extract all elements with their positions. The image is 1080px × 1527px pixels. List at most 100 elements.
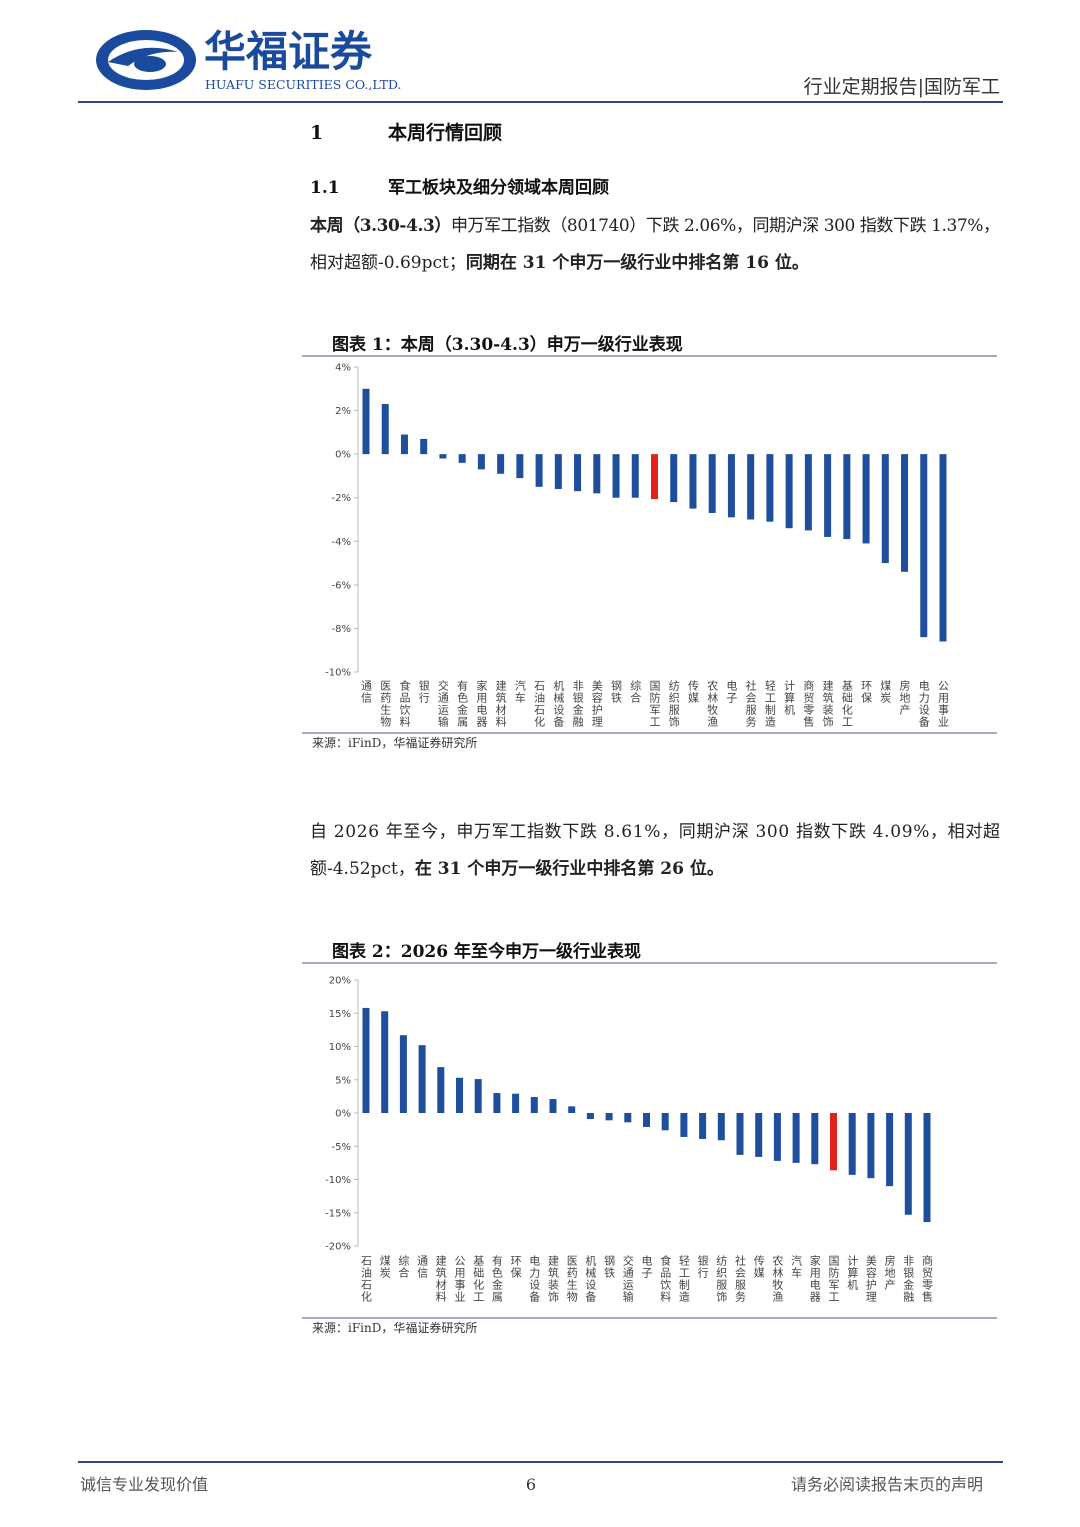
y-tick-label: -2%: [332, 493, 351, 504]
x-tick-label: 食品饮料: [659, 1254, 672, 1303]
x-tick-label: 美容护理: [590, 680, 603, 728]
x-tick-label: 房地产: [898, 680, 911, 716]
bar: [670, 454, 678, 503]
x-tick-label: 银行: [417, 679, 430, 704]
x-tick-label: 石油石化: [533, 680, 546, 728]
bar: [939, 454, 947, 642]
chart-title: 图表 1：本周（3.30-4.3）申万一级行业表现: [332, 334, 683, 355]
bar: [516, 454, 524, 479]
y-tick-label: 2%: [335, 406, 351, 417]
y-tick-label: 4%: [335, 363, 351, 374]
subsection-number: 1.1: [310, 178, 340, 198]
x-tick-label: 社会服务: [734, 1254, 747, 1303]
logo-cn: 华福证券: [204, 27, 373, 76]
chart-title: 图表 2：2026 年至今申万一级行业表现: [332, 941, 641, 962]
bar: [689, 454, 697, 509]
bar: [586, 1113, 594, 1119]
bar: [717, 1113, 725, 1141]
x-tick-label: 轻工制造: [763, 679, 776, 728]
bar: [651, 454, 658, 500]
y-tick-label: 5%: [335, 1075, 351, 1086]
bar: [766, 454, 774, 522]
bar: [624, 1113, 632, 1123]
bar: [811, 1113, 819, 1165]
paragraph-line: 本周（3.30-4.3）申万军工指数（801740）下跌 2.06%，同期沪深 …: [310, 215, 1000, 236]
bar: [631, 454, 639, 498]
x-tick-label: 家用电器: [475, 679, 488, 728]
x-tick-label: 国防军工: [827, 1255, 840, 1303]
bar: [400, 434, 408, 455]
bar: [493, 1093, 501, 1113]
x-tick-label: 计算机: [846, 1255, 859, 1291]
bar: [437, 1067, 445, 1113]
x-tick-label: 有色金属: [456, 679, 469, 728]
bar: [439, 454, 447, 459]
section-number: 1: [310, 122, 323, 144]
x-tick-label: 综合: [629, 679, 642, 704]
x-tick-label: 非银金融: [571, 680, 584, 728]
bar: [886, 1113, 894, 1187]
y-tick-label: -8%: [332, 624, 351, 635]
x-tick-label: 通信: [360, 680, 373, 704]
bar: [497, 454, 505, 474]
bar: [708, 454, 716, 513]
y-tick-label: 15%: [329, 1009, 351, 1020]
bar: [549, 1099, 557, 1113]
x-tick-label: 汽车: [513, 679, 526, 704]
x-tick-label: 商贸零售: [802, 679, 815, 728]
text-run: 自 2026 年至今，申万军工指数下跌 8.61%，同期沪深 300 指数下跌 …: [310, 822, 1000, 842]
text-run: 在 31 个申万一级行业中排名第 26 位。: [415, 858, 724, 879]
x-tick-label: 交通运输: [436, 679, 449, 728]
x-tick-label: 非银金融: [902, 1255, 915, 1303]
y-tick-label: -20%: [325, 1242, 351, 1253]
x-tick-label: 家用电器: [808, 1254, 821, 1303]
x-tick-label: 建筑装饰: [547, 1254, 560, 1303]
bar: [843, 454, 851, 540]
x-tick-label: 汽车: [790, 1254, 803, 1279]
y-tick-label: -10%: [325, 1175, 351, 1186]
paragraph-line: 额-4.52pct，在 31 个申万一级行业中排名第 26 位。: [310, 858, 724, 879]
x-tick-label: 交通运输: [621, 1254, 634, 1303]
x-tick-label: 石油石化: [360, 1255, 373, 1303]
paragraph-line: 相对超额-0.69pct；同期在 31 个申万一级行业中排名第 16 位。: [310, 252, 809, 273]
bar: [554, 454, 562, 489]
bar: [830, 1113, 837, 1171]
bar: [881, 454, 889, 564]
bar: [747, 454, 755, 520]
y-tick-label: 0%: [335, 1109, 351, 1120]
bar: [535, 454, 543, 487]
x-tick-label: 环保: [509, 1255, 522, 1279]
x-tick-label: 基础化工: [472, 1255, 485, 1303]
bar: [736, 1113, 744, 1155]
bar: [593, 454, 601, 494]
bar: [848, 1113, 856, 1175]
bar: [381, 404, 389, 455]
bar: [568, 1106, 576, 1113]
bar: [792, 1113, 800, 1163]
bar: [804, 454, 812, 531]
footer-left: 诚信专业发现价值: [80, 1475, 208, 1494]
bar: [867, 1113, 875, 1179]
x-tick-label: 银行: [696, 1254, 709, 1279]
x-tick-label: 环保: [860, 680, 873, 704]
bar: [773, 1113, 781, 1161]
x-tick-label: 机械设备: [552, 679, 565, 728]
y-tick-label: -5%: [332, 1142, 351, 1153]
bar: [923, 1113, 931, 1223]
bar: [474, 1079, 482, 1113]
x-tick-label: 基础化工: [840, 680, 853, 728]
x-tick-label: 轻工制造: [677, 1254, 690, 1303]
x-tick-label: 综合: [397, 1254, 410, 1279]
bar: [458, 454, 466, 463]
x-tick-label: 煤炭: [879, 680, 892, 704]
x-tick-label: 传媒: [686, 680, 699, 704]
y-tick-label: 0%: [335, 450, 351, 461]
x-tick-label: 医药生物: [565, 1255, 578, 1303]
x-tick-label: 食品饮料: [398, 679, 411, 728]
x-tick-label: 计算机: [783, 680, 796, 716]
y-tick-label: -6%: [332, 580, 351, 591]
bar: [920, 454, 928, 638]
chart-source: 来源：iFinD，华福证券研究所: [312, 1320, 477, 1335]
bar: [512, 1093, 520, 1113]
